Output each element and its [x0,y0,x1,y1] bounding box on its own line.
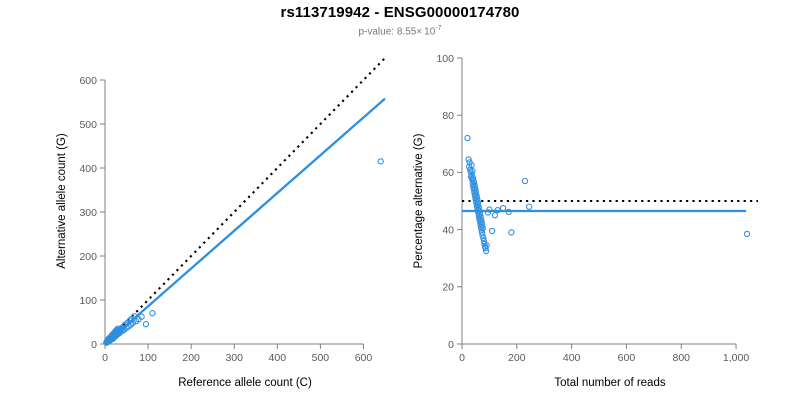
x-axis-tick-label: 200 [508,352,526,364]
left-scatter-panel: 0 100 200 300 400 500 600 0 100 200 300 400 500 600 Re… [56,57,386,389]
y-axis-tick-label: 100 [436,53,454,65]
data-point [473,193,480,200]
y-axis-tick-label: 0 [91,339,97,351]
data-point [482,245,489,252]
data-point [525,203,533,210]
x-axis-tick-label: 0 [459,352,465,364]
data-point [476,207,483,215]
data-point [470,179,478,186]
y-axis-tick-label: 400 [79,163,97,175]
y-axis-title: Alternative allele count (G) [56,133,68,269]
x-axis-title: Reference allele count (C) [178,377,312,389]
data-point [149,310,156,317]
y-axis-tick-label: 300 [79,207,97,219]
right-plot-svg: 0 20 40 60 80 100 0 200 400 600 800 1,000 Total numb… [413,53,758,389]
data-point [468,162,475,169]
x-axis-tick-label: 500 [312,352,330,364]
right-scatter-panel: 0 20 40 60 80 100 0 200 400 600 800 1,000 Total numb… [400,0,800,400]
data-point [377,158,384,165]
x-axis-tick-label: 100 [139,352,157,364]
data-point [142,321,150,328]
data-point [138,313,145,320]
data-point [477,213,484,220]
data-point [499,204,507,212]
x-axis-tick-label: 600 [618,352,636,364]
data-point [472,187,479,195]
x-axis-title: Total number of reads [554,377,665,389]
y-axis-tick-label: 200 [79,251,97,263]
subtitle-base: 10 [424,26,436,38]
x-axis-tick-label: 300 [225,352,243,364]
data-point [474,199,482,206]
subtitle-pvalue-text: p-value: 8.55 [358,26,417,38]
data-point [475,202,482,209]
data-point [469,167,476,175]
figure-subtitle: p-value: 8.55× 10-7 [0,25,800,37]
data-point [465,156,472,163]
data-point [488,227,496,235]
data-point [494,207,501,214]
y-axis-tick-label: 80 [442,110,454,122]
data-point-group [103,158,384,346]
y-axis-tick-label: 600 [79,75,97,87]
x-axis-tick-label: 400 [269,352,287,364]
y-axis-tick-label: 60 [442,167,454,179]
data-point [468,172,476,179]
data-point [505,208,512,216]
y-axis-tick-label: 0 [448,339,454,351]
data-point [483,242,490,249]
data-point [479,232,486,239]
data-point [491,212,499,219]
data-point [479,225,486,232]
y-axis-tick-label: 500 [79,119,97,131]
y-axis-tick-label: 40 [442,224,454,236]
data-point [475,204,483,212]
data-point [479,222,486,229]
data-point [476,210,484,218]
data-point [521,177,529,185]
data-point-group [464,134,751,255]
left-plot-svg: 0 100 200 300 400 500 600 0 100 200 300 400 500 600 Re… [56,57,386,389]
y-axis-tick-label: 100 [79,295,97,307]
data-point [478,219,485,226]
y-axis-tick-label: 20 [442,282,454,294]
x-axis-tick-label: 0 [102,352,108,364]
x-axis-tick-label: 800 [672,352,690,364]
subtitle-exponent: -7 [435,25,442,32]
x-axis-tick-label: 1,000 [723,352,749,364]
x-axis-tick-label: 400 [563,352,581,364]
data-point [467,169,474,176]
data-point [469,174,477,182]
figure-title: rs113719942 - ENSG00000174780 [280,4,520,21]
y-axis-title: Percentage alternative (G) [413,133,425,268]
data-point [474,196,481,203]
data-point [478,226,485,233]
x-axis-tick-label: 200 [182,352,200,364]
data-point [464,134,471,142]
data-point [743,230,751,238]
identity-line [104,57,386,345]
data-point [472,184,479,192]
data-point [471,182,478,189]
data-point [480,235,487,242]
data-point [478,229,486,236]
data-point [480,237,488,245]
x-axis-tick-label: 600 [355,352,373,364]
subtitle-times-symbol: × [416,26,423,38]
data-point [508,229,515,236]
data-point [482,247,490,255]
regression-line [104,97,386,345]
data-point [486,206,493,213]
data-point [478,216,485,223]
data-point [473,190,480,197]
